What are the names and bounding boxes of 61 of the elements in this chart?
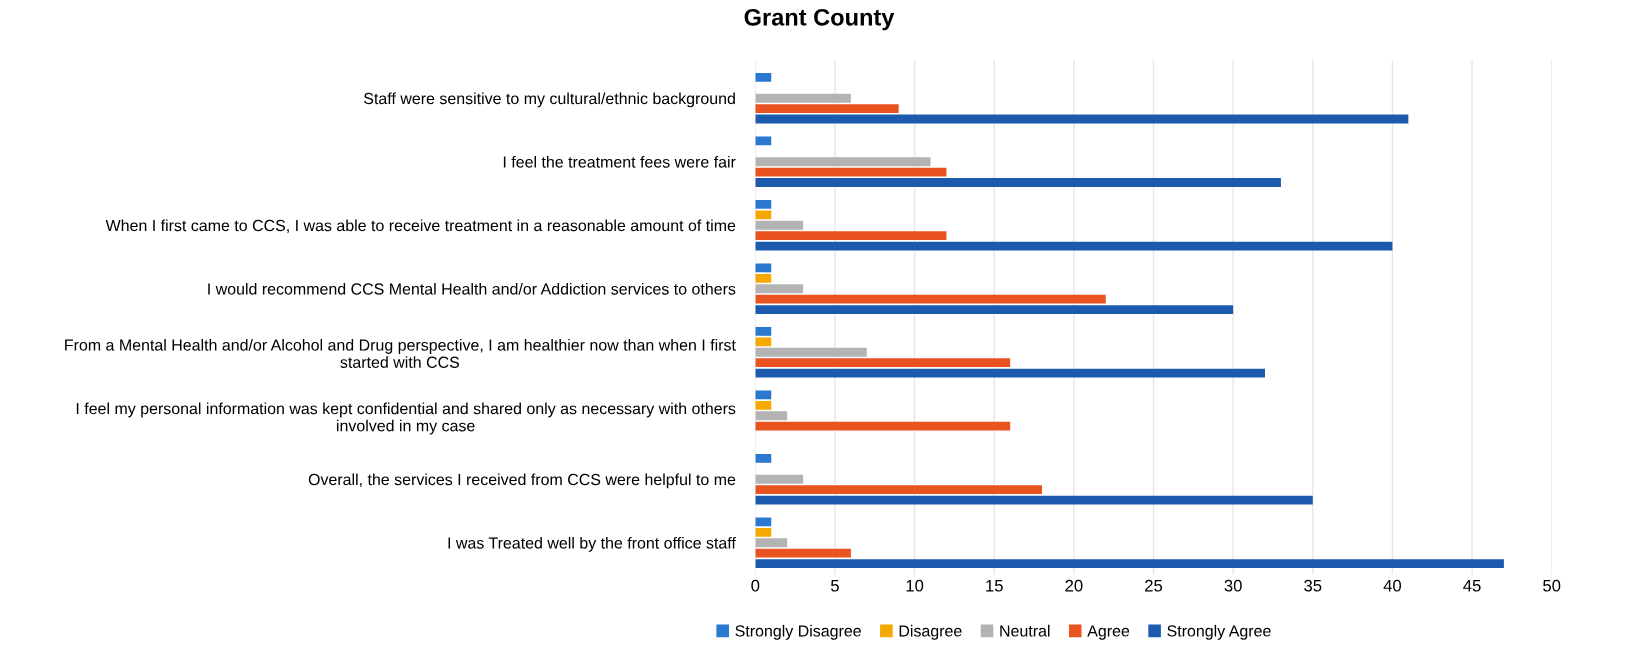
- legend-label: Neutral: [1000, 624, 1050, 637]
- bar: [755, 273, 772, 283]
- bar: [755, 559, 1504, 568]
- bar: [755, 326, 772, 336]
- bar: [755, 114, 1409, 124]
- bar: [755, 72, 772, 82]
- bar: [755, 167, 947, 177]
- bar: [755, 485, 1043, 495]
- x-tick-label: 25: [1145, 579, 1163, 592]
- y-tick-label: I feel the treatment fees were fair: [503, 155, 736, 168]
- legend-label: Agree: [1087, 625, 1130, 640]
- y-tick-label: I would recommend CCS Mental Health and/or Addiction services to others: [208, 282, 736, 295]
- bar: [755, 305, 1234, 314]
- bar: [755, 517, 772, 527]
- legend-label: Disagree: [899, 624, 962, 640]
- x-tick-label: 30: [1224, 579, 1242, 592]
- y-tick-label: Overall, the services I received from CCS were helpful to me: [308, 473, 736, 489]
- x-tick-label: 15: [986, 579, 1003, 592]
- x-tick-label: 20: [1065, 579, 1083, 592]
- bar: [755, 495, 1313, 505]
- bar: [755, 368, 1265, 378]
- bar: [755, 93, 851, 103]
- bar: [755, 241, 1393, 251]
- bar: [755, 337, 772, 347]
- bar: [755, 220, 804, 230]
- legend-label: Strongly Agree: [1167, 624, 1271, 640]
- chart-title: Grant County: [744, 8, 895, 31]
- x-tick-label: 40: [1383, 579, 1402, 592]
- bar: [755, 199, 772, 209]
- x-tick-label: 35: [1304, 579, 1322, 592]
- bar: [755, 527, 772, 537]
- bar: [755, 231, 947, 241]
- bar: [755, 284, 804, 294]
- bar: [755, 263, 772, 273]
- y-tick-label: From a Mental Health and/or Alcohol and Drug perspective, I am healthier now than when I first started with CCS: [65, 338, 736, 368]
- bar: [755, 210, 772, 220]
- bar: [755, 538, 788, 548]
- x-tick-label: 5: [830, 579, 839, 592]
- bar: [755, 104, 899, 114]
- bar: [755, 400, 772, 410]
- bar: [755, 453, 772, 463]
- bar: [755, 157, 931, 167]
- bar: [755, 474, 804, 484]
- y-tick-label: I feel my personal information was kept confidential and shared only as necessary with others involved in my case: [76, 402, 736, 435]
- bar: [755, 136, 772, 146]
- y-tick-label: I was Treated well by the front office staff: [448, 536, 736, 552]
- bar: [755, 294, 1106, 304]
- x-tick-label: 0: [751, 579, 760, 592]
- legend-label: Strongly Disagree: [735, 624, 861, 640]
- y-tick-label: When I first came to CCS, I was able to receive treatment in a reasonable amount of time: [105, 219, 736, 234]
- x-tick-label: 10: [906, 579, 924, 592]
- bar: [755, 178, 1281, 187]
- bar: [755, 390, 772, 400]
- bar: [755, 358, 1011, 368]
- bar: [755, 347, 867, 357]
- x-tick-label: 45: [1463, 579, 1481, 592]
- x-tick-label: 50: [1543, 579, 1561, 592]
- bar: [755, 421, 1011, 431]
- bar: [755, 548, 851, 558]
- y-tick-label: Staff were sensitive to my cultural/ethnic background: [364, 92, 735, 108]
- bar: [755, 411, 788, 421]
